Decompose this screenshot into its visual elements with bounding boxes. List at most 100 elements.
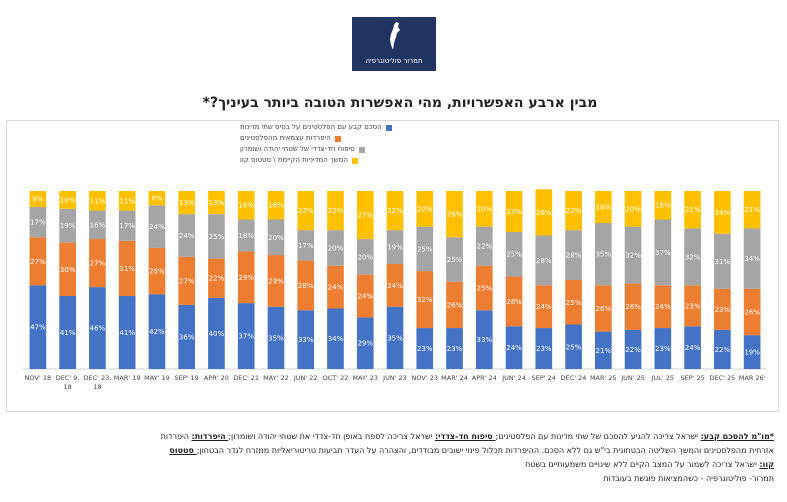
data-label: 37%: [655, 249, 671, 257]
x-tick-label: NOV' 18: [25, 374, 51, 382]
data-label: 23%: [506, 208, 522, 216]
legend-item: סיפוח חד-צדדי של שטחי יהודה ושומרון: [240, 144, 540, 155]
bar-segment: [684, 285, 701, 327]
data-label: 23%: [417, 345, 433, 353]
bar-segment: [237, 251, 255, 304]
bar-segment: [714, 329, 731, 369]
bar-segment: [743, 191, 761, 229]
bar-segment: [654, 219, 672, 286]
data-label: 25%: [566, 343, 582, 351]
legend-swatch: [334, 135, 341, 142]
data-label: 23%: [655, 345, 671, 353]
bar-segment: [386, 191, 404, 231]
data-label: 32%: [625, 252, 641, 260]
data-label: 19%: [387, 244, 403, 252]
bar-segment: [743, 228, 761, 289]
data-label: 24%: [357, 293, 373, 301]
data-label: 32%: [685, 253, 701, 261]
data-label: 11%: [90, 197, 106, 205]
data-label: 30%: [60, 266, 76, 274]
data-label: 46%: [90, 325, 106, 333]
logo: תמרור פוליטוגרפיה: [352, 17, 436, 71]
data-label: 17%: [30, 219, 46, 227]
data-label: 16%: [655, 202, 671, 210]
bar-segment: [416, 191, 434, 227]
data-label: 42%: [149, 328, 165, 336]
bar-segment: [356, 239, 374, 275]
data-label: 28%: [566, 252, 582, 260]
footnote-label: סיפוח חד-צדדי:: [434, 432, 496, 441]
bar-segment: [208, 191, 225, 215]
data-label: 25%: [447, 256, 463, 264]
footnotes: *מו"מ להסכם קבע: ישראל צריכה להגיע להסכם…: [14, 430, 774, 486]
data-label: 22%: [625, 346, 641, 354]
data-label: 24%: [387, 282, 403, 290]
bar-segment: [446, 237, 463, 282]
bar-segment: [59, 296, 76, 369]
bar-segment: [446, 281, 463, 329]
x-tick-label: MAY' 22: [263, 374, 289, 382]
bar-segment: [535, 285, 553, 329]
data-label: 26%: [625, 303, 641, 311]
bar-segment: [475, 191, 493, 227]
chart-frame: 47% 27% 17% 9% NOV' 18 41% 30% 19% 10% DEC' 9, 18 4…: [6, 120, 779, 412]
x-tick-label: MAY' 23: [352, 374, 378, 382]
bar-segment: [475, 265, 493, 311]
data-label: 20%: [268, 234, 284, 242]
data-label: 41%: [119, 329, 135, 337]
bar-segment: [327, 191, 344, 231]
x-tick-label: JUN' 22: [293, 374, 318, 382]
data-label: 35%: [268, 334, 284, 342]
data-label: 24%: [655, 303, 671, 311]
bar-segment: [535, 328, 553, 369]
bar-segment: [118, 191, 136, 211]
bar-segment: [714, 233, 731, 289]
data-label: 24%: [328, 284, 344, 292]
bar-segment: [475, 310, 493, 369]
data-label: 20%: [417, 205, 433, 213]
data-label: 22%: [328, 207, 344, 215]
x-tick-label: DEC' 25: [709, 374, 735, 382]
legend-swatch: [385, 124, 392, 131]
legend-label: היפרדות עצמאית מהפלסטינים: [240, 134, 331, 142]
legend-item: היפרדות עצמאית מהפלסטינים: [240, 133, 540, 144]
footnote-label: *מו"מ להסכם קבע:: [700, 432, 774, 441]
bar-segment: [59, 191, 76, 209]
bar-segment: [654, 285, 672, 329]
bar-segment: [356, 191, 374, 240]
data-label: 19%: [60, 222, 76, 230]
bar-segment: [386, 263, 404, 307]
data-label: 35%: [596, 251, 612, 259]
data-label: 24%: [685, 344, 701, 352]
bar-segment: [624, 329, 642, 369]
bar-segment: [178, 191, 196, 215]
bar-segment: [654, 191, 672, 220]
data-label: 18%: [238, 232, 254, 240]
x-tick-label: MAY' 19: [144, 374, 170, 382]
legend-swatch: [352, 157, 358, 164]
bar-segment: [594, 223, 612, 286]
data-label: 29%: [268, 277, 284, 285]
x-tick-label: NOV' 23: [412, 374, 438, 382]
data-label: 23%: [685, 302, 701, 310]
data-label: 19%: [744, 349, 760, 357]
data-label: 29%: [357, 340, 373, 348]
bar-segment: [714, 191, 731, 234]
data-label: 23%: [536, 345, 552, 353]
bar-segment: [29, 237, 47, 286]
data-label: 26%: [744, 309, 760, 317]
x-tick-label: SEP' 25: [680, 374, 704, 382]
bar-segment: [267, 306, 285, 369]
data-label: 25%: [476, 285, 492, 293]
data-label: 28%: [506, 298, 522, 306]
bar-segment: [89, 210, 106, 240]
data-label: 29%: [238, 274, 254, 282]
bar-segment: [267, 255, 285, 307]
footnote-text: ישראל צריכה להגיע להסכם של שתי מדינות עם…: [495, 432, 701, 441]
data-label: 13%: [179, 199, 195, 207]
data-label: 27%: [357, 212, 373, 220]
bar-segment: [29, 207, 47, 238]
x-tick-label: DEC' 9,: [56, 374, 80, 382]
data-label: 13%: [209, 199, 225, 207]
footnote-line: אזרחית מהפלסטינים והמשך השליטה הבטחונית …: [14, 444, 774, 458]
